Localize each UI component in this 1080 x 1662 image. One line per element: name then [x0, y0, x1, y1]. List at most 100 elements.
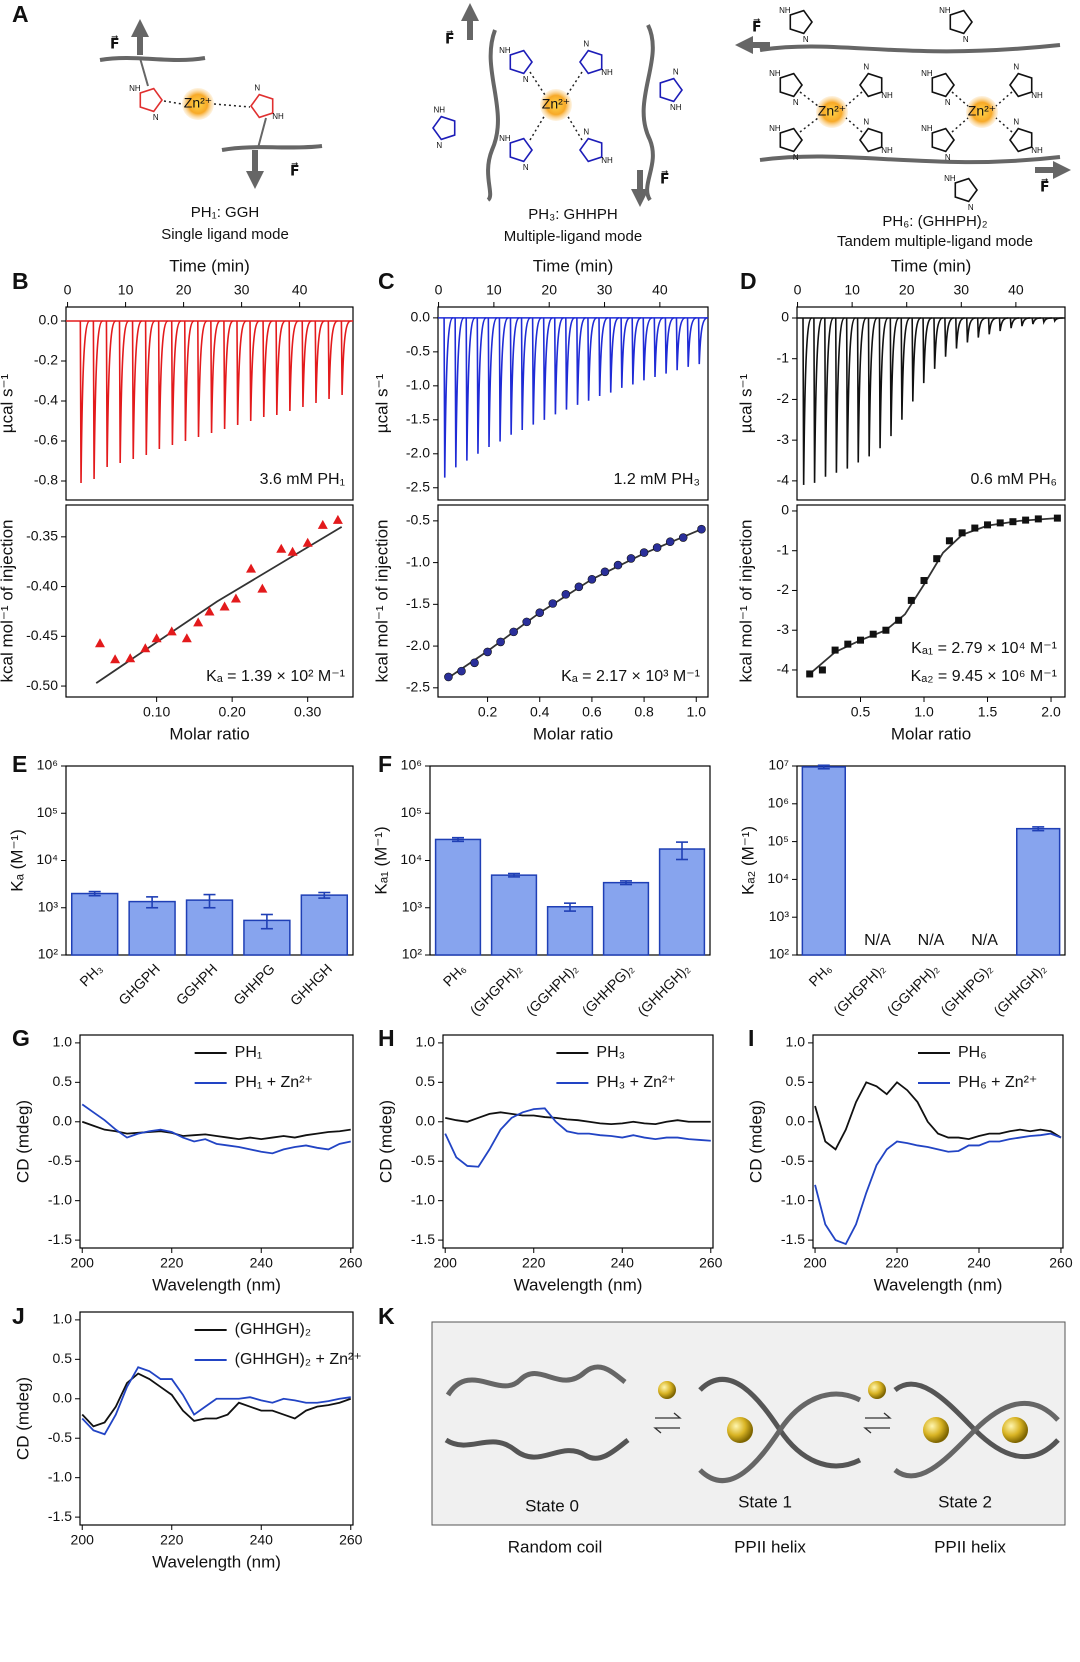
x-tick-label: 0.5 — [851, 704, 871, 720]
x-tick-label: 20 — [176, 282, 192, 298]
x-tick-label: 0.8 — [634, 704, 654, 720]
injection-peak — [955, 317, 965, 349]
atom-label: N — [254, 83, 260, 92]
coordination-bond — [845, 117, 863, 133]
structure-label: PPII helix — [734, 1537, 806, 1556]
data-point — [574, 582, 584, 592]
x-tick-label: 0.6 — [582, 704, 602, 720]
atom-label: N — [793, 98, 799, 107]
injection-peak — [210, 320, 221, 434]
annotation: Kₐ = 2.17 × 10³ M⁻¹ — [561, 668, 700, 685]
panel-letter: J — [12, 1303, 25, 1329]
y-tick-label: 10⁴ — [767, 870, 789, 886]
injection-peak — [509, 317, 520, 435]
injection-peak — [327, 320, 338, 400]
injection-peak — [1020, 317, 1031, 327]
atom-label: NH — [769, 124, 781, 133]
y-tick-label: 0.0 — [786, 1112, 806, 1128]
injection-peak — [487, 317, 498, 448]
y-tick-label: -0.2 — [34, 352, 58, 368]
data-point — [276, 543, 287, 553]
bar — [801, 766, 846, 956]
annotation: 0.6 mM PH₆ — [971, 471, 1057, 488]
bar — [300, 894, 349, 956]
y-tick-label: -1.5 — [48, 1231, 72, 1247]
injection-peak — [262, 320, 273, 418]
y-tick-label: 0.5 — [786, 1073, 806, 1089]
y-tick-label: -0.8 — [34, 472, 58, 488]
data-point — [204, 606, 215, 616]
state-label: State 2 — [938, 1492, 992, 1511]
coordination-bond — [799, 91, 819, 107]
x-tick-label: 200 — [71, 1255, 95, 1271]
atom-label: N — [945, 153, 951, 162]
x-tick-label: 1.0 — [687, 704, 707, 720]
injection-peak — [867, 317, 878, 457]
y-axis-label: Kₐ₂ (M⁻¹) — [738, 826, 757, 895]
peptide-strand — [486, 29, 500, 202]
peptide-strand — [759, 43, 1061, 54]
data-point — [844, 640, 852, 648]
plot-frame — [79, 1034, 354, 1249]
y-tick-label: -0.5 — [406, 343, 430, 359]
plot-frame — [812, 1034, 1064, 1249]
x-tick-label: 40 — [652, 282, 668, 298]
plot-frame — [796, 306, 1066, 501]
y-axis-label: CD (mdeg) — [13, 1377, 32, 1460]
injection-peak — [653, 317, 664, 378]
panel-letter: G — [12, 1025, 30, 1051]
injection-peak — [802, 317, 813, 485]
y-tick-label: -0.4 — [34, 392, 58, 408]
x-tick-label: 0 — [64, 282, 72, 298]
y-axis-label: µcal s⁻¹ — [0, 373, 16, 433]
y-tick-label: -1.5 — [781, 1231, 805, 1247]
zinc-ion — [540, 89, 572, 121]
injection-peak — [587, 317, 598, 401]
panel-letter: H — [378, 1025, 395, 1051]
x-tick-label: 0 — [435, 282, 443, 298]
coordination-bond — [995, 117, 1013, 133]
y-tick-label: 1.0 — [53, 1034, 73, 1050]
data-point — [945, 537, 953, 545]
injection-peak — [856, 317, 867, 463]
y-tick-label: 1.0 — [786, 1034, 806, 1050]
injection-peak — [223, 320, 234, 430]
bar — [1016, 827, 1061, 956]
panel-letter: D — [740, 268, 757, 294]
y-axis-label: CD (mdeg) — [13, 1100, 32, 1183]
y-tick-label: -1.0 — [48, 1468, 72, 1484]
x-tick-label: 20 — [541, 282, 557, 298]
y-tick-label: -0.5 — [48, 1152, 72, 1168]
zinc-ion — [1002, 1417, 1028, 1443]
y-tick-label: 0.0 — [53, 1389, 73, 1405]
injection-peak — [553, 317, 564, 415]
y-tick-label: -0.35 — [26, 528, 58, 544]
state-label: State 0 — [525, 1496, 579, 1515]
atom-label: NH — [921, 69, 933, 78]
y-tick-label: 10⁵ — [401, 804, 422, 820]
x-tick-label: 200 — [71, 1532, 95, 1548]
atom-label: N — [803, 35, 809, 44]
coordination-bond — [951, 91, 969, 107]
y-tick-label: 0.5 — [53, 1350, 73, 1366]
peptide-strand — [221, 144, 323, 152]
y-axis-label: Kₐ (M⁻¹) — [7, 829, 26, 892]
atom-label: NH — [499, 46, 511, 55]
x-tick-label: 0.10 — [143, 704, 170, 720]
y-tick-label: 0.5 — [53, 1073, 73, 1089]
injection-peak — [340, 320, 351, 396]
legend-label: PH₆ — [958, 1044, 987, 1061]
data-point — [613, 560, 623, 570]
x-axis-label: Wavelength (nm) — [874, 1275, 1003, 1294]
bar — [490, 874, 538, 956]
imidazole-ring — [659, 77, 683, 103]
equilibrium-arrow — [653, 1412, 682, 1434]
caption-name: PH₁: GGH — [191, 204, 259, 221]
data-point — [257, 583, 268, 593]
x-axis-label: Molar ratio — [891, 724, 971, 743]
injection-peak — [878, 317, 889, 449]
series-line — [814, 1132, 1062, 1246]
injection-peak — [631, 317, 642, 385]
y-tick-label: -1 — [777, 541, 790, 557]
